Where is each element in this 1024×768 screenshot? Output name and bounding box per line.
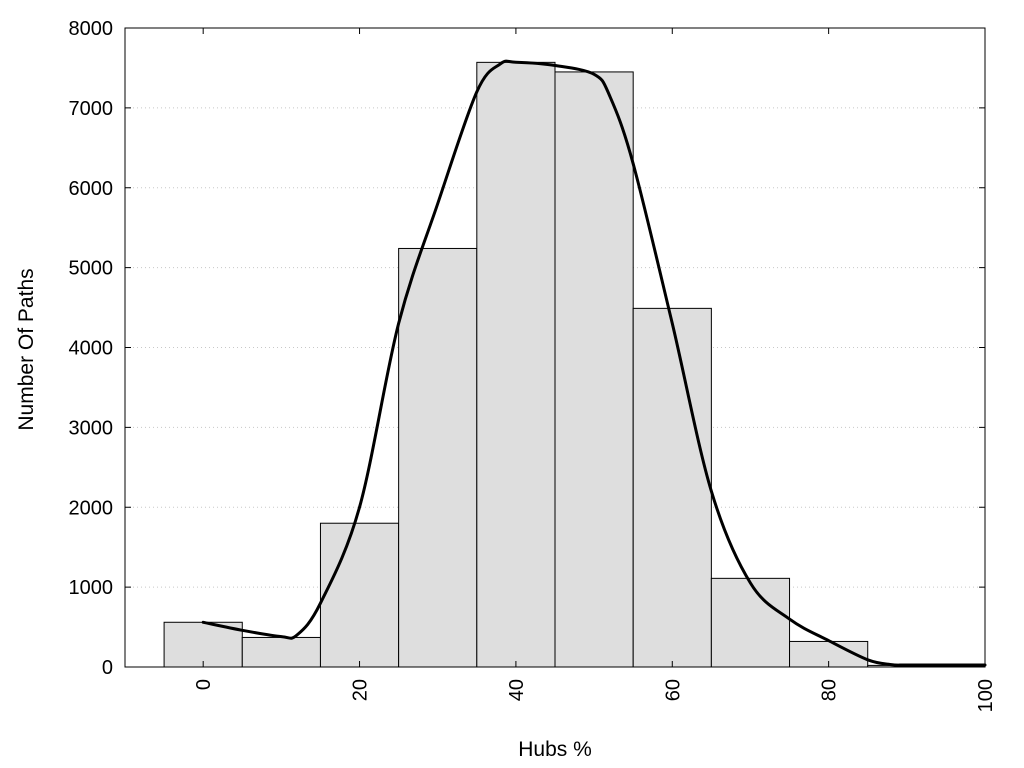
x-tick-label: 80 <box>819 679 841 701</box>
x-tick-label: 20 <box>350 679 372 701</box>
histogram-bar <box>163 621 243 668</box>
x-tick-label: 40 <box>506 679 528 701</box>
x-tick-label: 100 <box>975 679 997 712</box>
density-curve <box>201 59 987 667</box>
y-tick-label: 6000 <box>69 178 114 200</box>
y-axis-title: Number Of Paths <box>15 268 38 430</box>
histogram-bars <box>163 61 947 668</box>
grid-lines <box>125 107 985 588</box>
histogram-bar <box>476 61 556 668</box>
y-tick-label: 5000 <box>69 258 114 280</box>
x-axis-ticks: 0 20 40 60 80 100 <box>193 28 997 712</box>
y-tick-label: 3000 <box>69 417 114 439</box>
x-tick-label: 60 <box>662 679 684 701</box>
histogram-bar <box>398 247 478 668</box>
y-tick-label: 0 <box>102 657 113 679</box>
x-axis-title: Hubs % <box>518 738 592 761</box>
histogram-bar <box>710 577 791 668</box>
y-tick-label: 2000 <box>69 497 114 519</box>
x-tick-label: 0 <box>193 679 215 690</box>
histogram-bar <box>241 636 321 668</box>
y-tick-label: 7000 <box>69 98 114 120</box>
y-axis-ticks: 0 1000 2000 3000 4000 5000 6000 7000 8000 <box>69 18 985 679</box>
histogram-bar <box>319 522 400 668</box>
y-tick-label: 8000 <box>69 18 114 40</box>
histogram-bar <box>632 307 712 668</box>
y-tick-label: 1000 <box>69 577 114 599</box>
histogram-bar <box>554 71 634 668</box>
y-tick-label: 4000 <box>69 338 114 360</box>
